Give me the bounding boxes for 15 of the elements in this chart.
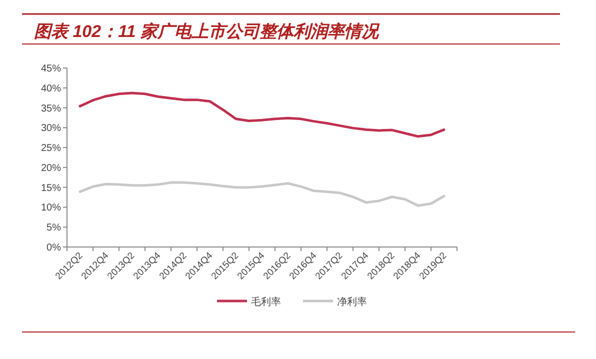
y-tick-label: 45% (40, 64, 62, 74)
y-tick-label: 25% (40, 143, 62, 154)
legend-label: 净利率 (337, 296, 367, 308)
y-tick-label: 20% (40, 162, 62, 174)
y-tick-label: 10% (40, 202, 62, 214)
y-tick-label: 35% (40, 103, 62, 114)
y-tick-label: 5% (46, 222, 62, 234)
legend-label: 毛利率 (251, 296, 281, 308)
chart-title: 图表 102：11 家广电上市公司整体利润率情况 (34, 22, 380, 41)
y-tick-label: 15% (40, 182, 62, 194)
y-tick-label: 30% (40, 123, 62, 134)
y-tick-label: 40% (40, 83, 62, 94)
line-series (78, 92, 446, 138)
y-tick-label: 0% (46, 242, 62, 254)
line-series (78, 181, 446, 207)
